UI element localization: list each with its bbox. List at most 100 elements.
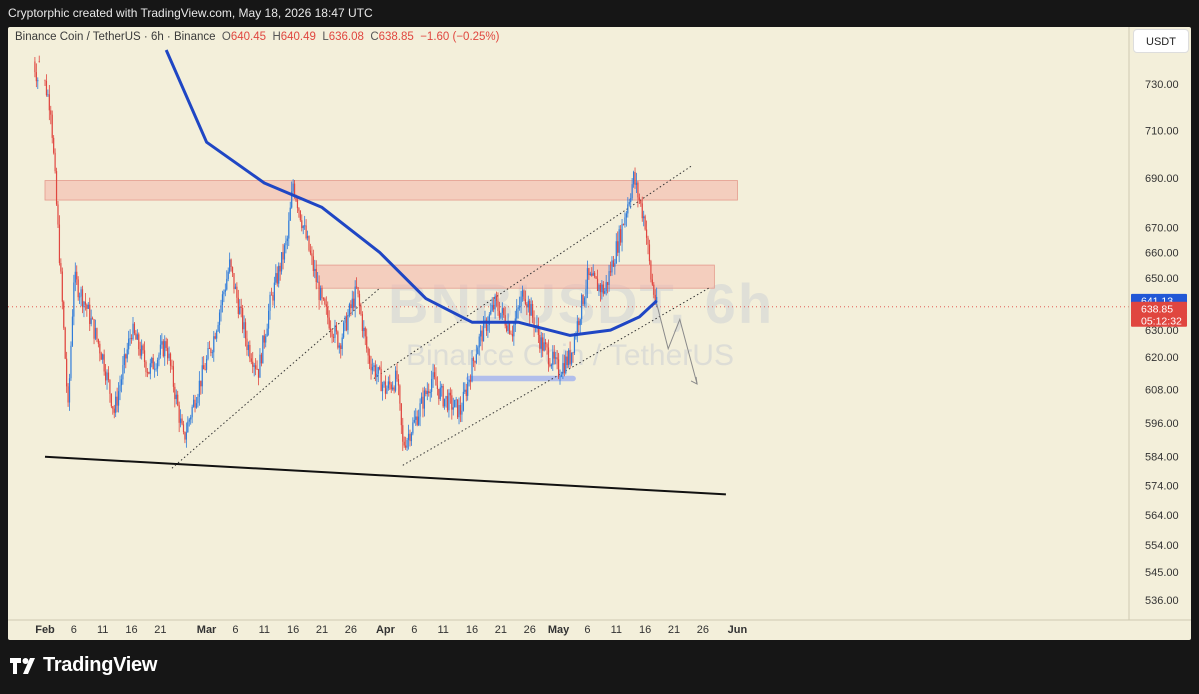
candle (296, 197, 299, 214)
currency-button[interactable]: USDT (1133, 29, 1189, 53)
price-tick-label: 660.00 (1145, 247, 1179, 259)
candle (363, 320, 365, 339)
candle-body (341, 337, 343, 349)
candle (397, 374, 400, 396)
candle-body (425, 390, 427, 395)
candle (200, 380, 202, 395)
candle-body (547, 347, 550, 365)
candle (317, 272, 319, 283)
candle (650, 259, 652, 283)
candle-body (588, 268, 590, 276)
candle-body (268, 310, 270, 329)
candle (311, 246, 313, 266)
candle (208, 340, 211, 349)
candle (350, 300, 352, 317)
projection-arrowhead (690, 376, 698, 385)
candle-body (409, 433, 411, 442)
candle-body (188, 419, 190, 422)
candle-body (79, 296, 81, 298)
candle (309, 243, 312, 256)
candle-body (620, 229, 622, 243)
candle (400, 403, 402, 435)
candle-body (651, 279, 653, 285)
candle (627, 197, 629, 218)
candle (409, 429, 411, 447)
candle-body (429, 391, 431, 394)
candle (459, 396, 462, 423)
candle (379, 365, 381, 371)
candle (634, 167, 636, 189)
price-chart[interactable]: 730.00 710.00 690.00 670.00 660.00 650.00 630.… (8, 27, 1191, 640)
candle-body (138, 334, 140, 350)
candle-body (631, 184, 633, 199)
candle (572, 352, 574, 363)
candle (86, 303, 88, 317)
candle-body (644, 216, 646, 230)
candle-body (162, 341, 164, 357)
candle (468, 379, 470, 387)
candle-body (595, 276, 597, 279)
candle-body (312, 256, 314, 271)
candle (187, 416, 189, 433)
candle-body (330, 328, 332, 331)
candle-body (455, 399, 457, 401)
candle (230, 258, 232, 272)
candle (229, 252, 231, 274)
candle-body (379, 367, 381, 370)
candle-body (452, 407, 454, 410)
support-zone-2 (466, 375, 576, 382)
candle-body (572, 352, 574, 354)
chart-frame[interactable]: Binance Coin / TetherUS · 6h · Binance O… (8, 27, 1191, 640)
candle-body (377, 367, 379, 374)
candle-body (224, 289, 226, 292)
candle (637, 181, 639, 208)
candle (563, 354, 565, 377)
candle-body (135, 333, 137, 340)
candle-body (390, 384, 392, 390)
candle-body (74, 271, 76, 283)
candle (83, 300, 85, 318)
candle-body (260, 354, 262, 364)
candle (321, 285, 323, 305)
candle-body (381, 384, 384, 392)
candle-body (519, 306, 521, 308)
candle (373, 362, 375, 372)
candle-body (47, 94, 49, 96)
candle-body (156, 359, 159, 369)
candle (643, 210, 645, 227)
candle-body (469, 380, 472, 382)
candle (80, 286, 82, 307)
candle (449, 387, 451, 404)
candle (504, 306, 506, 329)
candle-body (513, 324, 515, 337)
candle (471, 349, 473, 383)
candle (377, 366, 379, 383)
candle-body (99, 343, 101, 354)
candle-body (116, 396, 118, 406)
time-tick-label: 26 (697, 624, 709, 636)
candle-body (97, 339, 99, 344)
candle (559, 369, 561, 385)
candle (428, 383, 430, 397)
symbol-label[interactable]: Binance Coin / TetherUS · 6h · Binance (15, 31, 216, 43)
candle (608, 264, 610, 292)
resistance-zone-0 (44, 180, 738, 201)
candle-body (442, 386, 444, 407)
candle (617, 231, 619, 257)
candle (280, 252, 283, 275)
candle-body (247, 344, 250, 351)
candle-body (169, 353, 172, 366)
candle (217, 321, 219, 332)
candle (622, 223, 625, 226)
candle (469, 374, 472, 390)
candle (526, 302, 528, 316)
candle-body (520, 296, 522, 307)
price-tick-label: 670.00 (1145, 222, 1179, 234)
candle (191, 404, 193, 424)
candle (632, 170, 635, 188)
footer (0, 640, 1199, 694)
candle (607, 281, 609, 294)
candle-body (280, 252, 283, 272)
candle (495, 291, 498, 307)
candle-body (599, 284, 602, 293)
